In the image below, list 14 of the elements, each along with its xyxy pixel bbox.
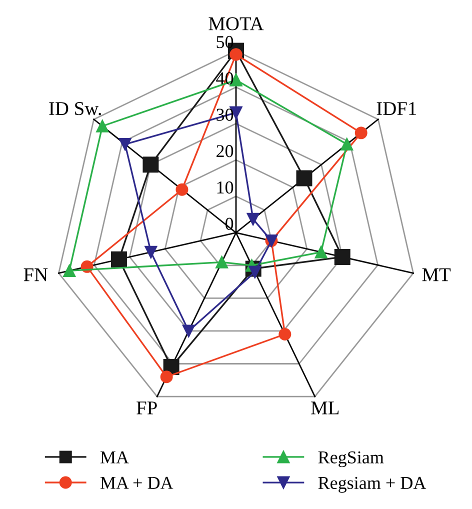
y-tick-label: 10 — [217, 181, 234, 194]
y-tick-label: 50 — [216, 36, 234, 48]
spoke-label: FN — [24, 268, 48, 282]
legend-label: MA — [100, 451, 129, 464]
legend-label: MA + DA — [100, 476, 174, 489]
spoke-label: ML — [311, 402, 339, 414]
spoke-label: MOTA — [208, 17, 264, 30]
y-tick-label: 20 — [216, 145, 234, 158]
spoke-label: FP — [136, 402, 157, 414]
legend-label: RegSiam — [318, 451, 384, 468]
spoke-label: MT — [422, 268, 451, 282]
spoke-label: IDF1 — [376, 102, 416, 115]
spoke-label: ID Sw. — [49, 102, 101, 116]
legend-label: Regsiam + DA — [318, 476, 426, 493]
